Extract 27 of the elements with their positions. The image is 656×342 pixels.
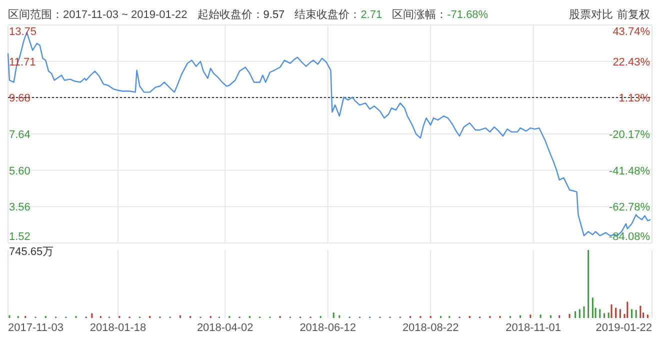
text: 起始收盘价：9.57: [197, 9, 285, 21]
annotation: 745.65万: [9, 246, 54, 258]
x-tick-label: 2018-04-02: [196, 322, 254, 334]
y-tick-label: 13.75: [9, 26, 37, 38]
chart-title: 区间范围：2017-11-03 ~ 2019-01-22: [8, 8, 188, 21]
text: 股票对比: [569, 8, 613, 21]
y2-tick-label: 43.74%: [612, 26, 650, 38]
text: 区间涨幅：-71.68%: [392, 9, 488, 21]
y-tick-label: 5.60: [9, 165, 30, 178]
y2-tick-label: 1.13%: [618, 92, 650, 105]
y-tick-label: 9.68: [9, 92, 30, 105]
y-tick-label: 1.52: [9, 231, 30, 243]
x-tick-label: 2018-11-01: [506, 322, 562, 334]
text: 前复权: [617, 9, 650, 21]
y2-tick-label: -84.08%: [609, 231, 650, 243]
x-tick-label: 2019-01-22: [596, 322, 652, 334]
x-tick-label: 2018-08-22: [402, 322, 459, 334]
y2-tick-label: -20.17%: [609, 129, 650, 141]
y2-tick-label: -62.78%: [609, 202, 650, 214]
y-tick-label: 3.56: [9, 202, 30, 214]
y-tick-label: 7.64: [9, 128, 30, 141]
y2-tick-label: 22.43%: [612, 56, 650, 68]
x-tick-label: 2017-11-03: [8, 322, 64, 334]
text: 结束收盘价：2.71: [294, 8, 382, 21]
x-tick-label: 2018-06-12: [300, 322, 356, 334]
x-tick-label: 2018-01-18: [90, 322, 146, 334]
y2-tick-label: -41.48%: [609, 165, 650, 178]
